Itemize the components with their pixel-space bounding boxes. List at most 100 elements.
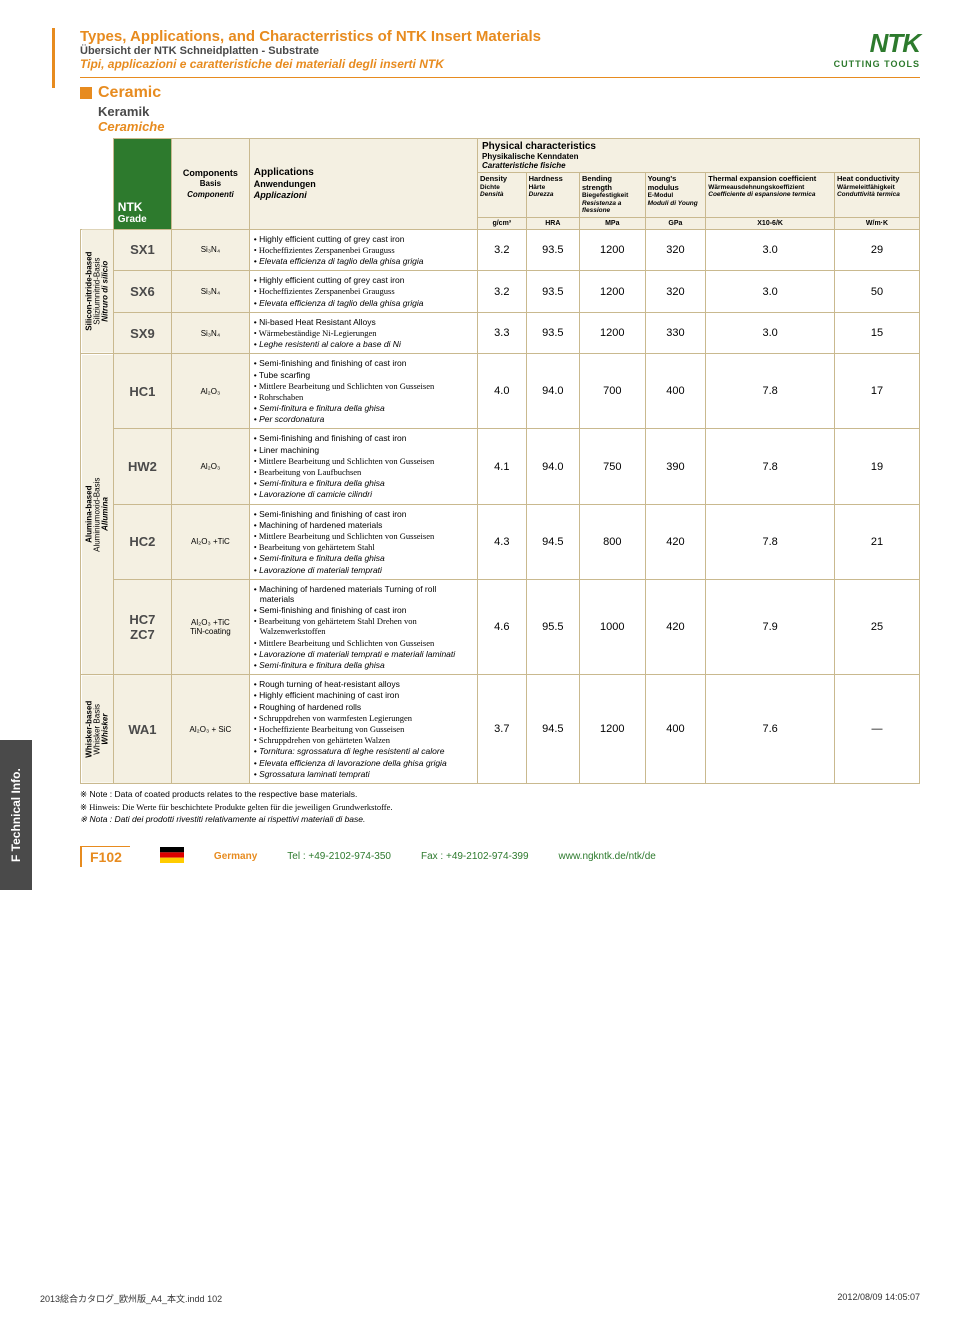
cell-value: 1200 <box>580 271 646 313</box>
cell-value: 3.0 <box>706 229 835 271</box>
cell-grade: SX6 <box>113 271 171 313</box>
col-ntk: NTKGrade <box>113 139 171 230</box>
cell-value: 320 <box>645 271 706 313</box>
cell-value: 3.7 <box>478 675 527 784</box>
cell-comp: Si₃N₄ <box>172 271 250 313</box>
cell-value: 1200 <box>580 312 646 354</box>
cell-value: 420 <box>645 579 706 675</box>
cell-value: 7.8 <box>706 504 835 579</box>
section-title: Ceramic <box>80 84 920 102</box>
cell-value: 800 <box>580 504 646 579</box>
cell-value: 19 <box>834 429 919 504</box>
section-title-de: Keramik <box>98 104 920 119</box>
cell-value: 17 <box>834 354 919 429</box>
page-title-it: Tipi, applicazioni e caratteristiche dei… <box>80 57 541 71</box>
col-phys-5: Heat conductivityWärmeleitfähigkeitCondu… <box>834 173 919 218</box>
cell-grade: SX9 <box>113 312 171 354</box>
ntk-logo: NTK CUTTING TOOLS <box>834 28 920 69</box>
cell-value: — <box>834 675 919 784</box>
table-row: HC2Al₂O₃ +TiC• Semi-finishing and finish… <box>81 504 920 579</box>
cell-value: 3.0 <box>706 271 835 313</box>
table-row: Silicon-nitride-basedSiliziumnitrid-Basi… <box>81 229 920 271</box>
cell-value: 400 <box>645 675 706 784</box>
cell-value: 29 <box>834 229 919 271</box>
cell-comp: Si₃N₄ <box>172 229 250 271</box>
cell-grade: SX1 <box>113 229 171 271</box>
col-comp: ComponentsBasisComponenti <box>172 139 250 230</box>
cell-app: • Highly efficient cutting of grey cast … <box>249 229 477 271</box>
cell-value: 95.5 <box>526 579 579 675</box>
cell-value: 25 <box>834 579 919 675</box>
page-title-de: Übersicht der NTK Schneidplatten - Subst… <box>80 45 541 57</box>
cell-value: 320 <box>645 229 706 271</box>
cell-value: 93.5 <box>526 271 579 313</box>
cell-value: 3.3 <box>478 312 527 354</box>
cell-value: 3.0 <box>706 312 835 354</box>
footer: F102 Germany Tel : +49-2102-974-350 Fax … <box>80 842 920 871</box>
footer-fax: Fax : +49-2102-974-399 <box>421 851 529 862</box>
col-unit-1: HRA <box>526 217 579 229</box>
cell-value: 94.0 <box>526 354 579 429</box>
side-tab: F Technical Info. <box>0 740 32 890</box>
col-unit-2: MPa <box>580 217 646 229</box>
cell-comp: Al₂O₃ <box>172 429 250 504</box>
cell-value: 7.6 <box>706 675 835 784</box>
cell-value: 3.2 <box>478 271 527 313</box>
col-phys-4: Thermal expansion coefficientWärmeausdeh… <box>706 173 835 218</box>
cell-value: 21 <box>834 504 919 579</box>
page-header: Types, Applications, and Characterristic… <box>80 28 920 78</box>
cell-value: 390 <box>645 429 706 504</box>
cell-grade: WA1 <box>113 675 171 784</box>
group-label: Silicon-nitride-basedSiliziumnitrid-Basi… <box>81 229 114 354</box>
cell-app: • Semi-finishing and finishing of cast i… <box>249 354 477 429</box>
cell-value: 7.8 <box>706 354 835 429</box>
cell-app: • Rough turning of heat-resistant alloys… <box>249 675 477 784</box>
col-phys-3: Young's modulusE-ModulModuli di Young <box>645 173 706 218</box>
page-number: F102 <box>80 846 130 867</box>
data-table: NTKGradeComponentsBasisComponentiApplica… <box>80 138 920 784</box>
cell-app: • Semi-finishing and finishing of cast i… <box>249 429 477 504</box>
square-icon <box>80 87 92 99</box>
col-phys-0: DensityDichteDensità <box>478 173 527 218</box>
section-title-it: Ceramiche <box>98 119 920 134</box>
cell-app: • Machining of hardened materials Turnin… <box>249 579 477 675</box>
cell-value: 7.9 <box>706 579 835 675</box>
col-phys-2: Bending strengthBiegefestigkeitResistenz… <box>580 173 646 218</box>
footer-tel: Tel : +49-2102-974-350 <box>287 851 391 862</box>
cell-value: 4.0 <box>478 354 527 429</box>
table-row: Whisker-basedWhisker BasisWhiskerWA1Al₂O… <box>81 675 920 784</box>
cell-app: • Highly efficient cutting of grey cast … <box>249 271 477 313</box>
col-unit-3: GPa <box>645 217 706 229</box>
col-phys-1: HardnessHärteDurezza <box>526 173 579 218</box>
cell-grade: HC2 <box>113 504 171 579</box>
table-row: SX9Si₃N₄• Ni-based Heat Resistant Alloys… <box>81 312 920 354</box>
cell-value: 93.5 <box>526 229 579 271</box>
flag-icon <box>160 847 184 866</box>
footer-url: www.ngkntk.de/ntk/de <box>559 851 656 862</box>
cell-app: • Semi-finishing and finishing of cast i… <box>249 504 477 579</box>
cell-value: 15 <box>834 312 919 354</box>
table-row: SX6Si₃N₄• Highly efficient cutting of gr… <box>81 271 920 313</box>
cell-value: 750 <box>580 429 646 504</box>
cell-value: 4.1 <box>478 429 527 504</box>
table-row: HW2Al₂O₃• Semi-finishing and finishing o… <box>81 429 920 504</box>
col-phys: Physical characteristicsPhysikalische Ke… <box>478 139 920 173</box>
table-row: Alumina-basedAluminiumoxid-BasisAllumina… <box>81 354 920 429</box>
cell-comp: Al₂O₃ + SiC <box>172 675 250 784</box>
cell-value: 94.5 <box>526 675 579 784</box>
col-unit-0: g/cm³ <box>478 217 527 229</box>
cell-grade: HW2 <box>113 429 171 504</box>
col-unit-4: X10-6/K <box>706 217 835 229</box>
cell-value: 4.6 <box>478 579 527 675</box>
cell-value: 400 <box>645 354 706 429</box>
group-label: Alumina-basedAluminiumoxid-BasisAllumina <box>81 354 114 675</box>
cell-value: 420 <box>645 504 706 579</box>
group-label: Whisker-basedWhisker BasisWhisker <box>81 675 114 784</box>
notes: ※ Note : Data of coated products relates… <box>80 788 920 826</box>
cell-value: 3.2 <box>478 229 527 271</box>
cell-value: 700 <box>580 354 646 429</box>
cell-value: 330 <box>645 312 706 354</box>
footer-country: Germany <box>214 851 257 862</box>
cell-value: 94.5 <box>526 504 579 579</box>
cell-grade: HC1 <box>113 354 171 429</box>
